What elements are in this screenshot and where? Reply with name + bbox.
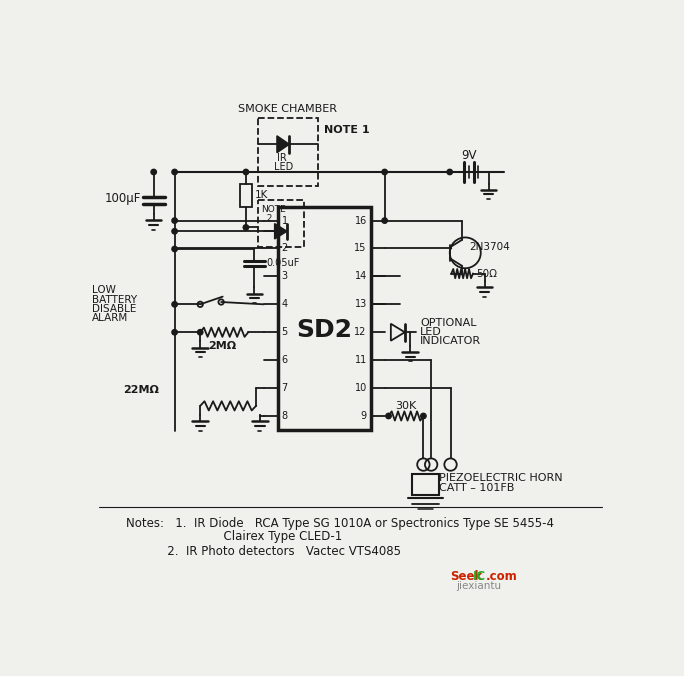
Circle shape [151,169,157,174]
Circle shape [382,169,387,174]
Text: SD2: SD2 [296,318,352,342]
Text: .com: .com [486,570,517,583]
Text: 100μF: 100μF [105,193,142,206]
Text: 3: 3 [282,271,288,281]
Text: 12: 12 [354,327,367,337]
Circle shape [172,218,177,223]
Circle shape [172,169,177,174]
Text: 2N3704: 2N3704 [469,241,510,251]
Text: CATT – 101FB: CATT – 101FB [439,483,514,493]
Text: 14: 14 [354,271,367,281]
Text: 22MΩ: 22MΩ [122,385,159,395]
Text: IC: IC [473,570,486,583]
Text: 2.  IR Photo detectors   Vactec VTS4085: 2. IR Photo detectors Vactec VTS4085 [126,545,401,558]
Text: BATTERY: BATTERY [92,295,137,305]
Bar [258,118,318,186]
Text: Notes:   1.  IR Diode   RCA Type SG 1010A or Spectronics Type SE 5455-4: Notes: 1. IR Diode RCA Type SG 1010A or … [126,517,554,531]
Text: INDICATOR: INDICATOR [420,337,482,347]
Text: 1: 1 [282,216,288,226]
Text: Clairex Type CLED-1: Clairex Type CLED-1 [126,530,342,543]
Bar [278,207,371,430]
Circle shape [198,329,203,335]
Text: 30K: 30K [395,401,417,411]
Text: PIEZOELECTRIC HORN: PIEZOELECTRIC HORN [439,473,562,483]
Bar [258,201,304,247]
Text: 9: 9 [360,411,367,421]
Circle shape [382,218,387,223]
Bar [239,183,252,207]
Text: 9V: 9V [462,149,477,162]
Text: 7: 7 [282,383,288,393]
Text: 2MΩ: 2MΩ [208,341,236,351]
Text: 16: 16 [354,216,367,226]
Text: 13: 13 [354,299,367,310]
Text: SMOKE CHAMBER: SMOKE CHAMBER [238,104,337,114]
Circle shape [386,413,391,418]
Text: 11: 11 [354,355,367,365]
Circle shape [172,301,177,307]
Text: 15: 15 [354,243,367,254]
Text: NOTE 1: NOTE 1 [324,124,370,135]
Text: NOTE: NOTE [261,206,285,214]
Text: 6: 6 [282,355,288,365]
Circle shape [244,169,249,174]
Bar [412,474,439,496]
Text: LOW: LOW [92,285,116,295]
Text: 5: 5 [282,327,288,337]
Text: DISABLE: DISABLE [92,304,136,314]
Text: LED: LED [420,327,442,337]
Text: 2: 2 [282,243,288,254]
Circle shape [244,224,249,230]
Text: jiexiantu: jiexiantu [456,581,501,592]
Text: Seek: Seek [450,570,482,583]
Text: 1K: 1K [255,190,269,200]
Text: OPTIONAL: OPTIONAL [420,318,477,328]
Text: 2: 2 [261,214,272,224]
Text: ALARM: ALARM [92,313,128,323]
Polygon shape [277,136,289,153]
Circle shape [172,246,177,251]
Text: 0.05uF: 0.05uF [267,258,300,268]
Circle shape [172,228,177,234]
Text: 10: 10 [354,383,367,393]
Polygon shape [274,224,287,239]
Circle shape [421,413,426,418]
Text: 4: 4 [282,299,288,310]
Circle shape [447,169,452,174]
Text: LED: LED [274,162,293,172]
Circle shape [172,329,177,335]
Text: IR: IR [277,153,287,163]
Text: 8: 8 [282,411,288,421]
Text: 50Ω: 50Ω [476,268,497,279]
